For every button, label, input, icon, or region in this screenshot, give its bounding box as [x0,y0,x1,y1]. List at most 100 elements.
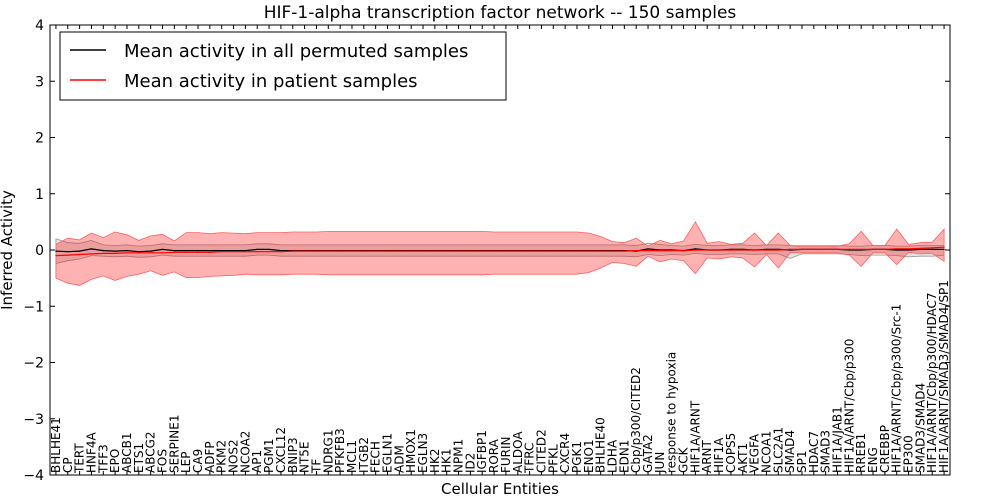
patient-point-13 [209,251,211,253]
permuted-point-15 [233,250,235,252]
x-tick-label-23: NDRG1 [321,430,335,474]
patient-point-74 [931,247,933,249]
legend-label-patient: Mean activity in patient samples [124,71,418,92]
x-tick-label-10: SERPINE1 [167,414,181,473]
permuted-point-7 [138,251,140,253]
x-tick-label-69: ENG [866,447,880,473]
x-tick-label-14: PKM2 [215,440,229,473]
patient-point-16 [244,251,246,253]
x-tick-label-62: SMAD4 [783,430,797,473]
permuted-point-17 [256,248,258,250]
x-tick-label-55: ARNT [700,439,714,473]
x-tick-label-2: TERT [73,443,87,474]
patient-point-66 [836,248,839,250]
patient-point-7 [138,252,140,254]
x-tick-label-38: FURIN [499,436,513,473]
x-tick-label-19: CXCL12 [274,427,288,473]
permuted-point-6 [126,250,128,252]
y-tick-label-3: 1 [35,187,44,203]
x-tick-label-11: LEP [179,451,193,473]
patient-point-63 [801,248,803,250]
patient-point-44 [576,250,578,252]
y-tick-label-1: 3 [35,74,44,90]
x-tick-label-54: HIF1A/ARNT [688,400,702,473]
permuted-point-14 [221,250,223,252]
x-tick-label-20: BNIP3 [286,437,300,473]
x-tick-label-1: CP [61,457,75,473]
y-tick-label-6: −2 [23,356,44,372]
x-tick-label-45: ENO1 [582,439,596,473]
x-tick-label-51: JUN [653,452,667,474]
patient-point-43 [564,250,566,252]
x-tick-label-37: RORA [487,438,501,473]
x-tick-label-34: NPM1 [452,439,466,473]
x-tick-label-9: FOS [156,449,170,473]
x-tick-label-47: LDHA [606,439,620,473]
y-tick-label-0: 4 [35,18,44,34]
patient-point-41 [540,250,543,252]
x-tick-label-18: PGM1 [262,438,276,473]
patient-point-42 [552,250,554,252]
permuted-point-9 [161,248,164,250]
x-tick-label-36: IGFBP1 [475,430,489,473]
patient-point-14 [221,251,223,253]
x-tick-label-28: EGLN1 [381,433,395,473]
permuted-point-72 [908,249,910,251]
permuted-point-13 [209,250,211,252]
permuted-point-1 [67,251,69,253]
patient-point-1 [67,254,69,256]
patient-point-3 [90,253,92,255]
x-tick-label-53: GCK [677,446,691,473]
x-tick-label-31: EGLN3 [416,433,430,473]
patient-point-72 [908,248,910,250]
patient-point-31 [422,250,424,252]
x-tick-label-8: ABCG2 [144,431,158,473]
permuted-point-74 [931,248,933,250]
patient-point-71 [896,248,898,250]
patient-point-23 [327,250,329,252]
x-tick-label-6: ABCB1 [120,433,134,473]
patient-point-40 [529,250,531,252]
patient-point-37 [493,250,495,252]
x-tick-label-65: SMAD3 [819,430,833,473]
patient-point-24 [339,250,341,252]
x-tick-label-21: NT5E [298,441,312,473]
permuted-point-73 [919,248,922,250]
x-tick-label-67: HIF1A/ARNT/Cbp/p300 [842,339,856,473]
x-tick-label-15: NOS2 [227,439,241,473]
x-tick-label-59: VEGFA [748,433,762,473]
patient-point-27 [375,250,377,252]
x-tick-label-22: TF [309,459,323,474]
x-tick-label-12: CA9 [191,449,205,473]
patient-point-5 [114,252,116,254]
patient-point-28 [386,250,389,252]
patient-point-55 [706,249,708,251]
x-tick-label-74: HIF1A/ARNT/Cbp/p300/HDAC7 [925,292,939,473]
patient-point-70 [884,248,886,250]
x-tick-label-73: SMAD3/SMAD4 [913,383,927,473]
x-tick-label-29: ADM [392,445,406,473]
patient-point-46 [600,250,602,252]
permuted-point-75 [943,248,945,250]
x-tick-label-16: NCOA2 [238,431,252,473]
patient-point-20 [292,250,294,252]
permuted-point-5 [114,250,116,252]
x-tick-label-26: ITGB2 [357,437,371,473]
legend: Mean activity in all permuted samples Me… [59,31,507,101]
patient-point-26 [363,250,365,252]
permuted-point-16 [244,250,246,252]
x-tick-label-30: HMOX1 [404,429,418,473]
patient-point-54 [694,249,697,251]
y-tick-label-8: −4 [23,468,44,484]
patient-point-53 [683,250,685,252]
patient-confidence-band [55,221,945,286]
x-tick-label-66: HIF1A/JAB1 [831,406,845,473]
patient-point-58 [742,249,744,251]
x-tick-label-4: TFF3 [96,444,110,474]
x-tick-label-43: CXCR4 [558,433,572,473]
patient-point-34 [458,250,460,252]
patient-point-15 [233,251,235,253]
legend-label-permuted: Mean activity in all permuted samples [124,41,468,62]
x-tick-label-46: BHLHE40 [594,417,608,473]
